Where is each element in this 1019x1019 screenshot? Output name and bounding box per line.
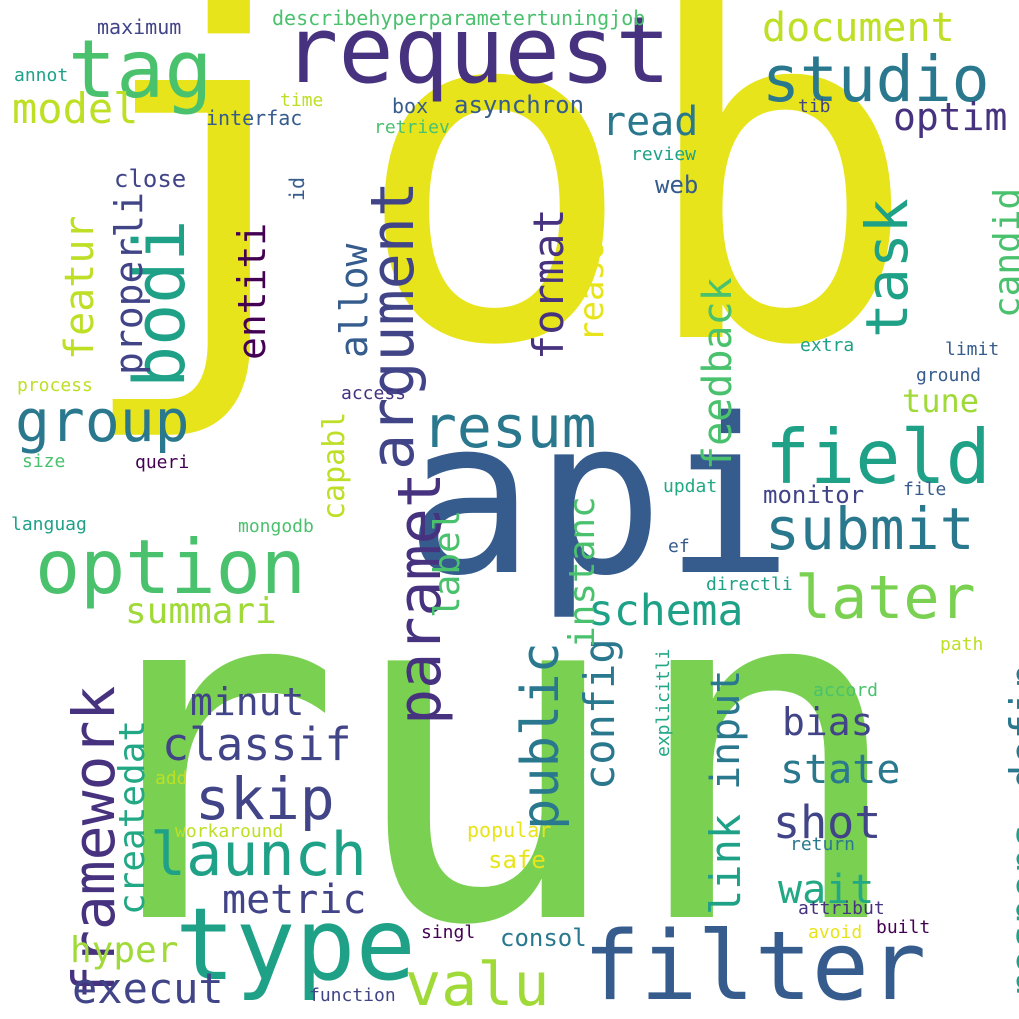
word-attribut: attribut xyxy=(798,898,885,919)
word-link: link xyxy=(701,813,750,915)
word-read: read xyxy=(602,99,699,145)
word-option: option xyxy=(35,523,306,611)
word-box: box xyxy=(392,94,429,118)
word-group: group xyxy=(15,387,190,455)
word-maximum: maximum xyxy=(97,15,182,39)
word-reason: reason xyxy=(572,219,612,342)
word-task: task xyxy=(853,198,921,338)
word-annot: annot xyxy=(14,65,69,86)
word-monitor: monitor xyxy=(763,481,865,509)
word-web: web xyxy=(655,171,699,199)
word-wait: wait xyxy=(778,867,875,913)
word-updat: updat xyxy=(663,476,718,497)
word-languag: languag xyxy=(11,514,87,535)
word-later: later xyxy=(795,563,976,633)
word-allow: allow xyxy=(332,243,376,358)
word-safe: safe xyxy=(488,846,546,874)
word-access: access xyxy=(341,383,407,404)
word-file: file xyxy=(903,479,947,500)
word-asynchron: asynchron xyxy=(454,91,585,119)
word-size: size xyxy=(22,451,66,472)
word-candid: candid xyxy=(987,187,1019,318)
word-describehyperparametertuningjob: describehyperparametertuningjob xyxy=(272,6,646,30)
word-workaround: workaround xyxy=(175,821,284,842)
word-shot: shot xyxy=(773,796,882,849)
word-capabl: capabl xyxy=(317,411,352,520)
word-interfac: interfac xyxy=(206,106,303,130)
word-execut: execut xyxy=(72,964,224,1013)
word-respons: respons xyxy=(1001,822,1019,1000)
word-request: request xyxy=(283,0,671,104)
word-skip: skip xyxy=(195,765,335,833)
word-public: public xyxy=(511,642,571,830)
word-field: field xyxy=(765,413,991,501)
word-popular: popular xyxy=(467,818,552,842)
word-input: input xyxy=(703,669,749,790)
word-api: api xyxy=(405,372,794,623)
word-label: label xyxy=(427,509,468,618)
word-resum: resum xyxy=(422,393,597,461)
word-submit: submit xyxy=(765,495,975,563)
word-defin: defin xyxy=(1001,663,1019,790)
word-format: format xyxy=(524,208,573,360)
word-job: job xyxy=(70,0,919,448)
word-minut: minut xyxy=(190,680,305,724)
word-state: state xyxy=(780,747,901,793)
word-built: built xyxy=(876,917,931,938)
word-model: model xyxy=(12,84,139,133)
word-valu: valu xyxy=(405,950,550,1019)
word-process: process xyxy=(17,375,93,396)
word-id: id xyxy=(285,176,309,201)
word-add: add xyxy=(155,768,188,789)
word-hyper: hyper xyxy=(70,930,179,971)
word-directli: directli xyxy=(706,574,793,595)
word-tune: tune xyxy=(902,382,980,420)
word-time: time xyxy=(280,90,324,111)
word-limit: limit xyxy=(945,339,1000,360)
word-properli: properli xyxy=(107,191,151,375)
word-mongodb: mongodb xyxy=(238,516,314,537)
word-singl: singl xyxy=(421,922,476,943)
word-entiti: entiti xyxy=(230,222,274,360)
word-metric: metric xyxy=(222,877,367,923)
word-summari: summari xyxy=(125,591,277,632)
word-queri: queri xyxy=(135,452,190,473)
word-optim: optim xyxy=(893,95,1008,139)
word-run: run xyxy=(60,481,909,1019)
word-ef: ef xyxy=(668,536,690,557)
word-launch: launch xyxy=(150,820,367,890)
word-type: type xyxy=(175,886,416,1003)
word-schema: schema xyxy=(588,586,744,636)
word-document: document xyxy=(762,5,955,51)
word-path: path xyxy=(940,634,984,655)
word-review: review xyxy=(631,144,697,165)
word-feedback: feedback xyxy=(695,277,741,470)
word-bias: bias xyxy=(782,700,874,744)
word-studio: studio xyxy=(762,43,990,116)
word-explicitli: explicitli xyxy=(653,648,674,757)
word-config: config xyxy=(575,638,624,790)
word-close: close xyxy=(114,165,187,193)
word-accord: accord xyxy=(813,680,879,701)
word-avoid: avoid xyxy=(808,922,863,943)
word-ground: ground xyxy=(916,365,982,386)
word-createdat: createdat xyxy=(112,719,153,915)
word-tag: tag xyxy=(68,23,213,116)
word-instanc: instanc xyxy=(562,496,603,648)
word-featur: featur xyxy=(57,215,103,361)
word-extra: extra xyxy=(800,335,855,356)
word-tib: tib xyxy=(798,96,831,117)
word-return: return xyxy=(790,834,856,855)
word-filter: filter xyxy=(583,912,927,1019)
word-classif: classif xyxy=(162,718,352,771)
word-function: function xyxy=(309,985,396,1006)
word-consol: consol xyxy=(500,924,587,952)
word-retriev: retriev xyxy=(374,117,450,138)
